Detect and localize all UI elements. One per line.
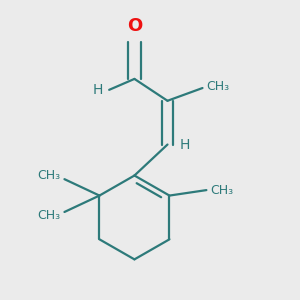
Text: O: O bbox=[127, 17, 142, 35]
Text: CH₃: CH₃ bbox=[38, 169, 61, 182]
Text: H: H bbox=[93, 83, 103, 97]
Text: CH₃: CH₃ bbox=[206, 80, 230, 93]
Text: H: H bbox=[179, 137, 190, 152]
Text: CH₃: CH₃ bbox=[210, 184, 233, 196]
Text: CH₃: CH₃ bbox=[38, 209, 61, 222]
